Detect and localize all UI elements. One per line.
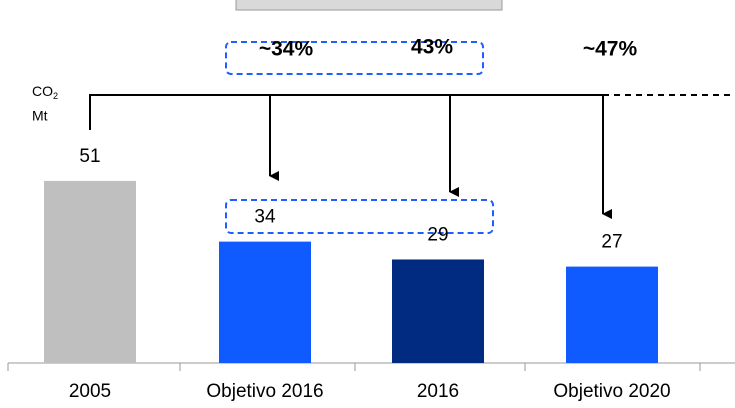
- reduction-label: ~34%: [259, 38, 314, 61]
- x-tick-label: Objetivo 2016: [206, 381, 323, 402]
- highlight-box: [225, 199, 494, 234]
- x-tick-label: 2016: [417, 381, 459, 402]
- header-box: [235, 0, 503, 11]
- x-tick-label: Objetivo 2020: [553, 381, 670, 402]
- axis-label: CO2: [32, 83, 58, 102]
- axis-label-text: CO: [32, 83, 53, 99]
- reduction-label: 43%: [411, 36, 453, 59]
- value-label: 51: [79, 146, 100, 167]
- bracket: [89, 94, 735, 219]
- bar: [44, 180, 136, 363]
- value-label: 34: [254, 207, 276, 228]
- value-label: 27: [601, 232, 622, 253]
- bar: [566, 266, 658, 363]
- x-tick-label: 2005: [69, 381, 111, 402]
- bracket-line: [89, 94, 603, 130]
- highlight-box: [225, 41, 484, 75]
- bar: [392, 259, 484, 363]
- axis-unit: Mt: [32, 108, 48, 124]
- axis-label-sub: 2: [53, 91, 58, 101]
- bar: [219, 241, 311, 363]
- reduction-label: ~47%: [583, 38, 638, 61]
- value-label: 29: [427, 224, 448, 245]
